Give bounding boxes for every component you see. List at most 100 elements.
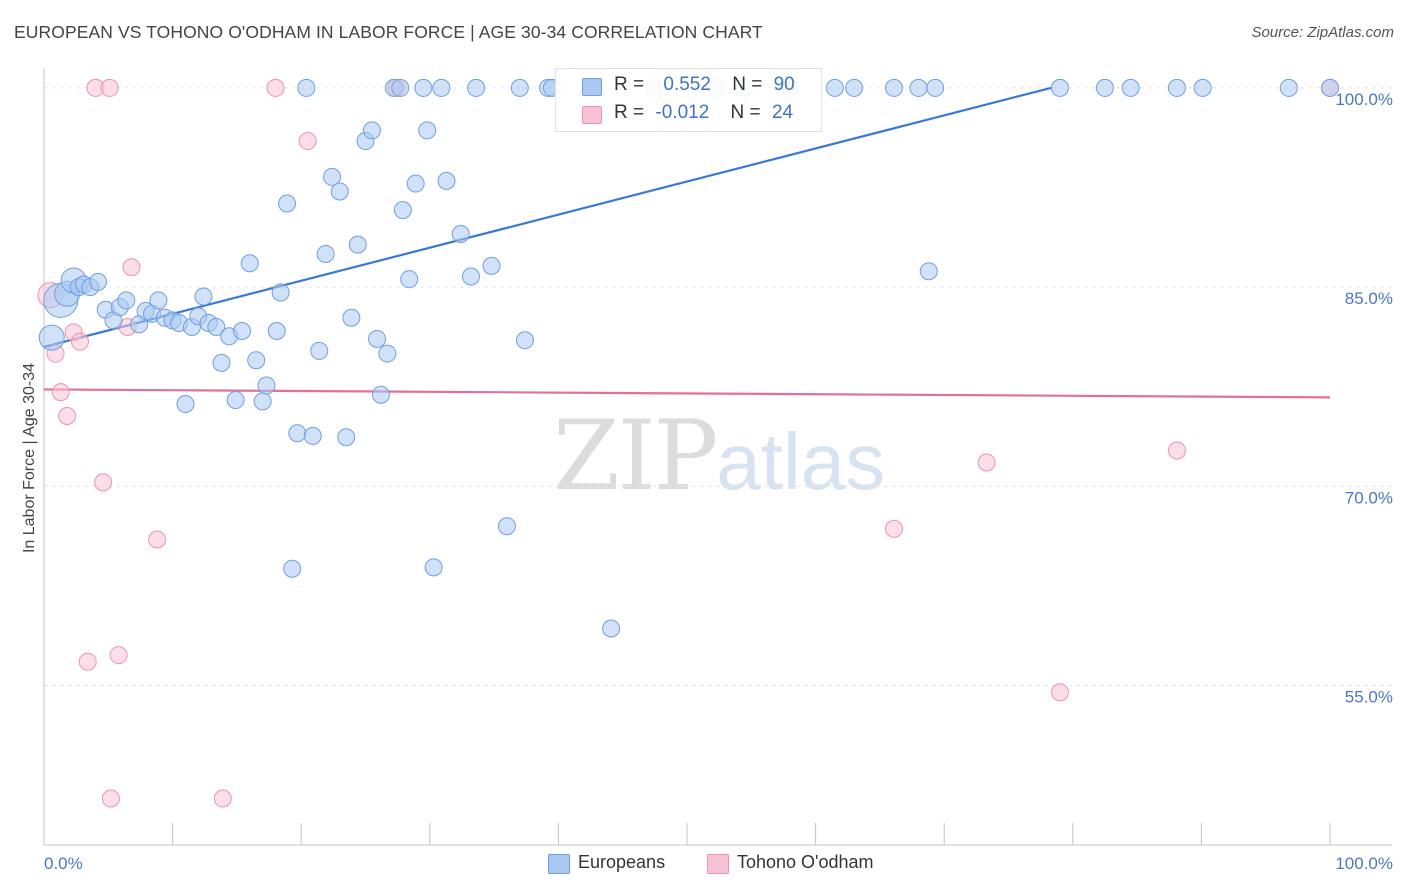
y-tick-label: 70.0% — [1345, 488, 1393, 507]
point-europeans — [400, 270, 419, 289]
legend-r-value-europeans: 0.552 — [663, 74, 711, 95]
point-europeans — [406, 174, 425, 193]
point-europeans — [825, 78, 844, 97]
point-europeans — [926, 78, 945, 97]
x-tick-label: 100.0% — [1335, 854, 1393, 873]
series-swatch-tohono — [707, 854, 729, 874]
point-europeans — [497, 517, 516, 536]
y-tick-label: 85.0% — [1345, 289, 1393, 308]
legend-r-label: R = — [614, 74, 645, 95]
point-europeans — [368, 329, 387, 348]
point-europeans — [212, 353, 231, 372]
point-europeans — [1193, 78, 1212, 97]
point-tohono — [298, 132, 317, 151]
point-europeans — [1121, 78, 1140, 97]
point-europeans — [89, 272, 108, 291]
point-europeans — [323, 167, 342, 186]
data-points — [37, 78, 1339, 808]
x-tick-label: 0.0% — [44, 854, 83, 873]
point-europeans — [451, 225, 470, 244]
legend-n-value-europeans: 90 — [773, 74, 795, 95]
point-europeans — [378, 344, 397, 363]
point-europeans — [461, 267, 480, 286]
chart-title: EUROPEAN VS TOHONO O'ODHAM IN LABOR FORC… — [14, 22, 763, 42]
point-tohono — [885, 519, 904, 538]
point-tohono — [71, 332, 90, 351]
point-europeans — [149, 291, 168, 310]
stats-legend: R = 0.552 N = 90 R = -0.012 N = 24 — [555, 68, 822, 132]
axes — [43, 68, 1392, 846]
point-europeans — [909, 78, 928, 97]
point-europeans — [919, 262, 938, 281]
point-europeans — [38, 324, 65, 351]
series-label-europeans: Europeans — [578, 852, 666, 872]
point-europeans — [885, 78, 904, 97]
point-tohono — [977, 453, 996, 472]
point-europeans — [437, 171, 456, 190]
point-europeans — [253, 392, 272, 411]
point-europeans — [176, 395, 195, 414]
point-tohono — [78, 652, 97, 671]
y-tick-label: 100.0% — [1335, 90, 1393, 109]
point-europeans — [267, 321, 286, 340]
legend-n-label: N = — [732, 74, 763, 95]
series-label-tohono: Tohono O'odham — [737, 852, 874, 872]
legend-n-value-tohono: 24 — [771, 102, 794, 123]
point-europeans — [391, 78, 410, 97]
point-europeans — [247, 351, 266, 370]
trend-line-tohono — [43, 388, 1331, 399]
point-europeans — [310, 341, 329, 360]
watermark-atlas: atlas — [716, 417, 886, 506]
point-europeans — [233, 321, 252, 340]
y-tick-label: 55.0% — [1345, 688, 1393, 707]
point-tohono — [148, 530, 167, 549]
trend-lines — [43, 86, 1331, 399]
point-europeans — [278, 194, 297, 213]
point-europeans — [194, 287, 213, 306]
point-europeans — [1050, 78, 1069, 97]
point-europeans — [342, 308, 361, 327]
trend-line-europeans — [43, 86, 1052, 348]
point-tohono — [101, 789, 120, 808]
point-europeans — [515, 331, 534, 350]
legend-r-label: R = — [614, 102, 645, 123]
point-tohono — [1167, 441, 1186, 460]
legend-n-label: N = — [730, 102, 761, 123]
point-europeans — [271, 283, 290, 302]
point-europeans — [432, 78, 451, 97]
point-tohono — [1050, 683, 1069, 702]
point-europeans — [1321, 78, 1339, 97]
point-europeans — [288, 424, 307, 443]
point-europeans — [362, 121, 381, 140]
point-tohono — [266, 78, 285, 97]
grid-lines — [44, 87, 1392, 687]
point-europeans — [240, 254, 259, 273]
legend-swatch-europeans — [582, 78, 602, 96]
point-europeans — [1279, 78, 1298, 97]
point-europeans — [414, 78, 433, 97]
point-europeans — [337, 428, 356, 447]
point-europeans — [602, 619, 621, 638]
watermark-zip: ZIP — [553, 400, 718, 512]
point-europeans — [316, 244, 335, 263]
point-europeans — [845, 78, 864, 97]
point-tohono — [51, 383, 70, 402]
watermark: ZIPatlas — [553, 400, 885, 512]
legend-r-value-tohono: -0.012 — [655, 102, 710, 123]
point-europeans — [418, 121, 437, 140]
point-tohono — [100, 78, 119, 97]
point-tohono — [94, 473, 113, 492]
point-tohono — [58, 406, 77, 425]
point-europeans — [371, 385, 390, 404]
legend-swatch-tohono — [582, 106, 602, 124]
point-europeans — [1095, 78, 1114, 97]
point-tohono — [122, 258, 141, 277]
point-europeans — [117, 291, 136, 310]
series-swatch-europeans — [548, 854, 570, 874]
point-europeans — [303, 426, 322, 445]
point-europeans — [467, 78, 486, 97]
source-credit: Source: ZipAtlas.com — [1251, 24, 1394, 41]
point-europeans — [348, 235, 367, 254]
point-europeans — [207, 318, 226, 336]
